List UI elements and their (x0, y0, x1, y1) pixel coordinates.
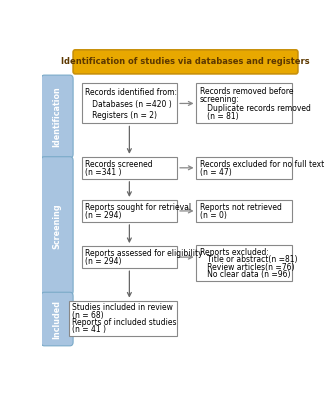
Text: Studies included in review: Studies included in review (72, 304, 173, 312)
Bar (196, 84, 292, 124)
Text: Records screened: Records screened (85, 160, 153, 169)
Text: screening:: screening: (199, 95, 239, 104)
Text: Identification: Identification (53, 86, 62, 147)
Text: Reports not retrieved: Reports not retrieved (199, 203, 281, 212)
Text: Databases (n =420 ): Databases (n =420 ) (85, 100, 171, 108)
Bar (196, 245, 292, 280)
Bar (82, 84, 177, 124)
Text: (n = 294): (n = 294) (85, 257, 121, 266)
Text: (n = 0): (n = 0) (199, 211, 226, 220)
Text: (n = 81): (n = 81) (199, 112, 238, 121)
Text: Identification of studies via databases and registers: Identification of studies via databases … (61, 57, 310, 66)
Text: (n = 41 ): (n = 41 ) (72, 325, 106, 334)
Bar (82, 157, 177, 179)
FancyBboxPatch shape (41, 292, 73, 346)
Text: Records identified from:: Records identified from: (85, 88, 177, 97)
Bar (69, 300, 177, 336)
Text: Reports of included studies: Reports of included studies (72, 318, 176, 327)
Text: Reports assessed for eligibility: Reports assessed for eligibility (85, 249, 202, 258)
Text: Records excluded for no full text: Records excluded for no full text (199, 160, 324, 169)
Text: (n = 47): (n = 47) (199, 168, 231, 177)
Bar (196, 157, 292, 179)
FancyBboxPatch shape (41, 75, 73, 158)
Text: (n = 68): (n = 68) (72, 311, 104, 320)
Text: Included: Included (53, 300, 62, 338)
Text: Registers (n = 2): Registers (n = 2) (85, 111, 157, 120)
Text: No clear data (n =96): No clear data (n =96) (199, 270, 290, 279)
Text: Screening: Screening (53, 203, 62, 249)
Bar (196, 200, 292, 222)
Bar (82, 246, 177, 268)
Text: Duplicate records removed: Duplicate records removed (199, 104, 310, 113)
Text: Records removed before: Records removed before (199, 87, 293, 96)
FancyBboxPatch shape (41, 157, 73, 295)
Text: (n =341 ): (n =341 ) (85, 168, 121, 177)
FancyBboxPatch shape (73, 50, 298, 74)
Text: Review articles(n =76): Review articles(n =76) (199, 263, 294, 272)
Text: Reports excluded:: Reports excluded: (199, 248, 268, 257)
Bar (82, 200, 177, 222)
Text: Title or abstract(n =81): Title or abstract(n =81) (199, 255, 297, 264)
Text: (n = 294): (n = 294) (85, 211, 121, 220)
Text: Reports sought for retrieval: Reports sought for retrieval (85, 203, 191, 212)
